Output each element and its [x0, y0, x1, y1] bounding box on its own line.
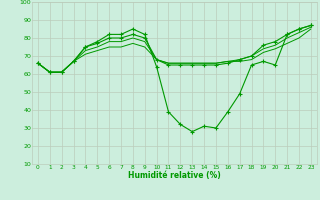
- X-axis label: Humidité relative (%): Humidité relative (%): [128, 171, 221, 180]
